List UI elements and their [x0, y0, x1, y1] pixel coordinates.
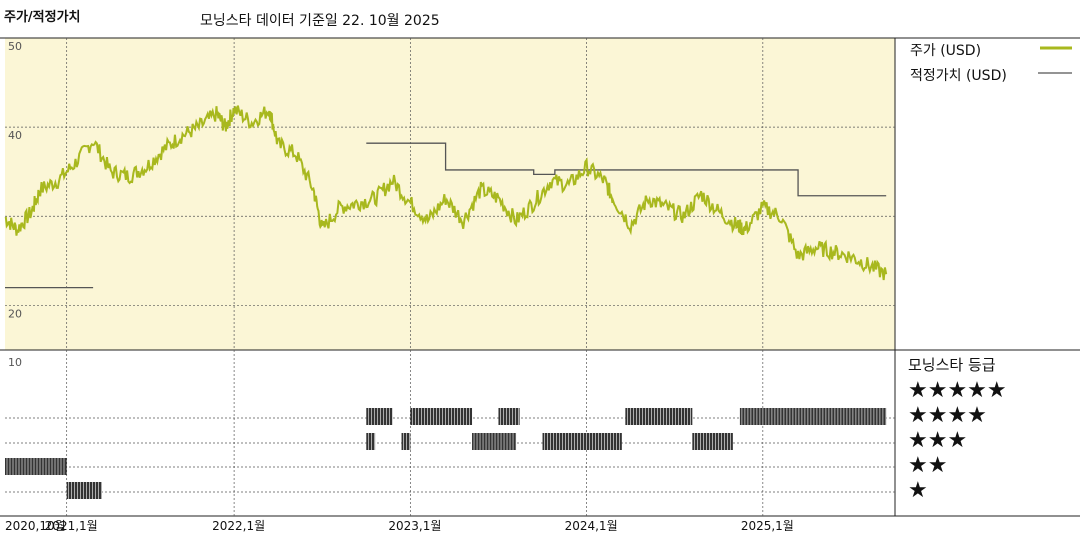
rating-bar-3-star — [542, 433, 622, 450]
rating-bar-3-star — [366, 433, 376, 450]
x-tick-label: 2021,1월 — [45, 519, 98, 533]
y-tick-label: 50 — [8, 40, 22, 53]
chart-title: 주가/적정가치 — [4, 10, 81, 25]
rating-bar-3-star — [472, 433, 517, 450]
rating-bar-4-star — [366, 408, 393, 425]
rating-bar-3-star — [401, 433, 411, 450]
rating-2-stars: ★★ — [908, 453, 948, 478]
rating-1-stars: ★ — [908, 478, 928, 503]
y-tick-label: 10 — [8, 356, 22, 369]
rating-bar-2-star — [5, 458, 67, 475]
x-tick-label: 2025,1월 — [741, 519, 794, 533]
rating-4-stars: ★★★★ — [908, 403, 987, 428]
rating-bar-4-star — [625, 408, 693, 425]
data-date-subtitle: 모닝스타 데이터 기준일 22. 10월 2025 — [200, 13, 440, 29]
rating-3-stars: ★★★ — [908, 428, 968, 453]
rating-bar-4-star — [498, 408, 520, 425]
y-tick-label: 20 — [8, 307, 22, 320]
rating-bars — [5, 408, 887, 499]
fair-value-line — [5, 142, 887, 289]
rating-bar-4-star — [410, 408, 473, 425]
rating-bar-1-star — [66, 482, 102, 499]
y-tick-label: 40 — [8, 129, 22, 142]
upper-plot-background — [5, 38, 895, 350]
legend-price-label: 주가 (USD) — [910, 43, 982, 59]
rating-bar-4-star — [739, 408, 887, 425]
x-tick-label: 2022,1월 — [212, 519, 265, 533]
price-series-line — [4, 105, 888, 281]
rating-5-stars: ★★★★★ — [908, 378, 1007, 403]
fair-value-segment — [366, 142, 887, 197]
x-tick-label: 2024,1월 — [565, 519, 618, 533]
rating-legend-title: 모닝스타 등급 — [908, 356, 996, 374]
price-line — [4, 105, 888, 281]
x-tick-label: 2023,1월 — [388, 519, 441, 533]
legend-fair-label: 적정가치 (USD) — [910, 68, 1007, 84]
x-tick-label: 2020,10월 — [5, 519, 66, 533]
